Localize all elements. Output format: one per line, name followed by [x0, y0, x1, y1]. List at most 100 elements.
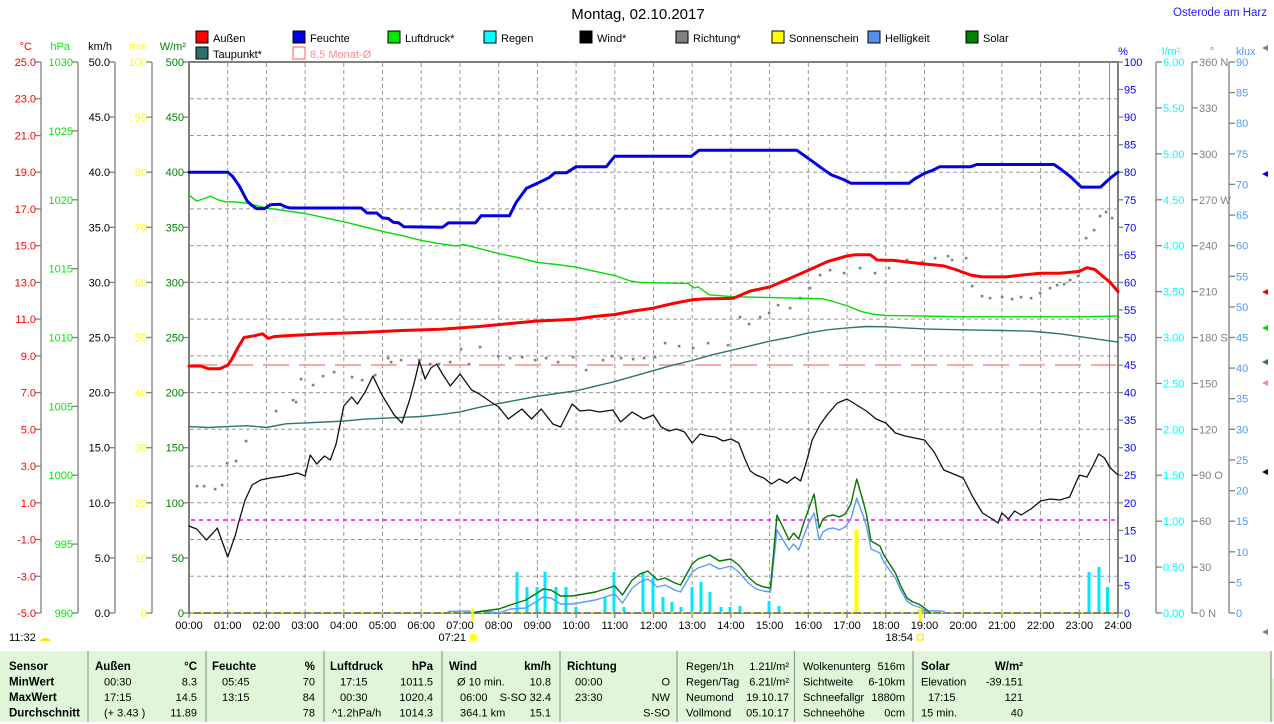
svg-text:10:00: 10:00 [562, 620, 590, 632]
svg-text:35: 35 [1236, 394, 1248, 406]
svg-text:S-SO: S-SO [643, 708, 670, 720]
svg-text:-39.151: -39.151 [986, 677, 1023, 689]
svg-text:5.00: 5.00 [1163, 149, 1184, 161]
svg-text:12:00: 12:00 [640, 620, 668, 632]
svg-text:13:15: 13:15 [222, 692, 250, 704]
svg-text:Vollmond: Vollmond [686, 708, 731, 720]
svg-text:30: 30 [1199, 562, 1211, 574]
svg-text:min: min [129, 41, 147, 53]
svg-text:0: 0 [1236, 608, 1242, 620]
svg-text:300: 300 [1199, 149, 1217, 161]
svg-text:70: 70 [1124, 222, 1136, 234]
svg-text:Durchschnitt: Durchschnitt [9, 708, 80, 720]
svg-text:70: 70 [1236, 179, 1248, 191]
svg-text:%: % [1118, 46, 1128, 58]
svg-text:3.0: 3.0 [21, 461, 36, 473]
svg-text:24:00: 24:00 [1104, 620, 1132, 632]
svg-text:Regen: Regen [501, 33, 533, 45]
svg-text:Solar: Solar [921, 661, 950, 673]
svg-text:W/m²: W/m² [995, 661, 1023, 673]
svg-text:1.21l/m²: 1.21l/m² [749, 661, 789, 673]
svg-text:11:00: 11:00 [601, 620, 628, 632]
svg-text:3.50: 3.50 [1163, 287, 1184, 299]
svg-text:15: 15 [1124, 525, 1136, 537]
svg-text:150: 150 [1199, 378, 1217, 390]
svg-text:06:00: 06:00 [460, 692, 488, 704]
svg-text:17:00: 17:00 [833, 620, 861, 632]
svg-text:^1.2hPa/h: ^1.2hPa/h [332, 708, 381, 720]
svg-text:10: 10 [1124, 553, 1136, 565]
svg-text:05:45: 05:45 [222, 677, 250, 689]
svg-text:1025: 1025 [49, 126, 73, 138]
svg-text:11:32: 11:32 [9, 632, 36, 644]
svg-text:40.0: 40.0 [89, 167, 110, 179]
svg-text:516m: 516m [877, 661, 905, 673]
svg-text:65: 65 [1124, 250, 1136, 262]
svg-text:Außen: Außen [213, 33, 245, 45]
svg-text:hPa: hPa [412, 661, 434, 673]
svg-text:°: ° [1210, 46, 1214, 58]
svg-text:17.0: 17.0 [15, 204, 36, 216]
svg-text:10: 10 [1236, 547, 1248, 559]
svg-text:90: 90 [135, 112, 147, 124]
svg-text:75: 75 [1124, 195, 1136, 207]
svg-text:250: 250 [166, 333, 184, 345]
svg-text:Taupunkt*: Taupunkt* [213, 49, 263, 61]
svg-text:S-SO 32.4: S-SO 32.4 [500, 692, 551, 704]
svg-text:Richtung: Richtung [567, 661, 617, 673]
svg-text:07:21: 07:21 [438, 632, 466, 644]
svg-text:hPa: hPa [50, 41, 70, 53]
svg-text:19:00: 19:00 [911, 620, 939, 632]
svg-text:300: 300 [166, 277, 184, 289]
svg-text:17:15: 17:15 [104, 692, 132, 704]
svg-text:20: 20 [1124, 498, 1136, 510]
svg-text:19.10.17: 19.10.17 [746, 692, 789, 704]
svg-text:55: 55 [1124, 305, 1136, 317]
svg-text:25.0: 25.0 [15, 57, 36, 69]
svg-text:Elevation: Elevation [921, 677, 966, 689]
svg-text:05:00: 05:00 [369, 620, 397, 632]
svg-text:70: 70 [135, 222, 147, 234]
svg-text:45: 45 [1236, 333, 1248, 345]
svg-text:14.5: 14.5 [176, 692, 197, 704]
svg-text:5.0: 5.0 [21, 424, 36, 436]
svg-text:17:15: 17:15 [340, 677, 368, 689]
svg-text:100: 100 [1124, 57, 1142, 69]
svg-text:0: 0 [141, 608, 147, 620]
svg-text:%: % [305, 661, 315, 673]
svg-text:5: 5 [1236, 577, 1242, 589]
svg-text:13:00: 13:00 [678, 620, 706, 632]
svg-text:60: 60 [1236, 241, 1248, 253]
svg-text:0.00: 0.00 [1163, 608, 1184, 620]
svg-text:20:00: 20:00 [949, 620, 977, 632]
svg-text:5.50: 5.50 [1163, 103, 1184, 115]
svg-text:4.00: 4.00 [1163, 241, 1184, 253]
svg-text:Neumond: Neumond [686, 692, 734, 704]
svg-text:Wolkenunterg: Wolkenunterg [803, 661, 871, 673]
svg-text:0.50: 0.50 [1163, 562, 1184, 574]
svg-text:Feuchte: Feuchte [310, 33, 350, 45]
svg-text:00:00: 00:00 [575, 677, 603, 689]
svg-text:Wind*: Wind* [597, 33, 627, 45]
svg-text:klux: klux [1236, 46, 1256, 58]
svg-text:210: 210 [1199, 287, 1217, 299]
svg-text:0: 0 [178, 608, 184, 620]
svg-text:85: 85 [1124, 140, 1136, 152]
svg-text:W/m²: W/m² [160, 41, 187, 53]
svg-text:km/h: km/h [88, 41, 112, 53]
svg-text:1020.4: 1020.4 [399, 692, 433, 704]
svg-text:00:30: 00:30 [340, 692, 368, 704]
svg-text:25: 25 [1236, 455, 1248, 467]
svg-text:Feuchte: Feuchte [212, 661, 256, 673]
svg-text:MaxWert: MaxWert [9, 692, 57, 704]
svg-text:30: 30 [135, 443, 147, 455]
svg-text:10.8: 10.8 [530, 677, 551, 689]
svg-text:0.0: 0.0 [95, 608, 110, 620]
svg-text:30.0: 30.0 [89, 277, 110, 289]
svg-text:330: 330 [1199, 103, 1217, 115]
svg-text:364.1 km: 364.1 km [460, 708, 505, 720]
svg-text:50.0: 50.0 [89, 57, 110, 69]
svg-text:25: 25 [1124, 470, 1136, 482]
svg-text:MinWert: MinWert [9, 677, 54, 689]
svg-text:80: 80 [1124, 167, 1136, 179]
